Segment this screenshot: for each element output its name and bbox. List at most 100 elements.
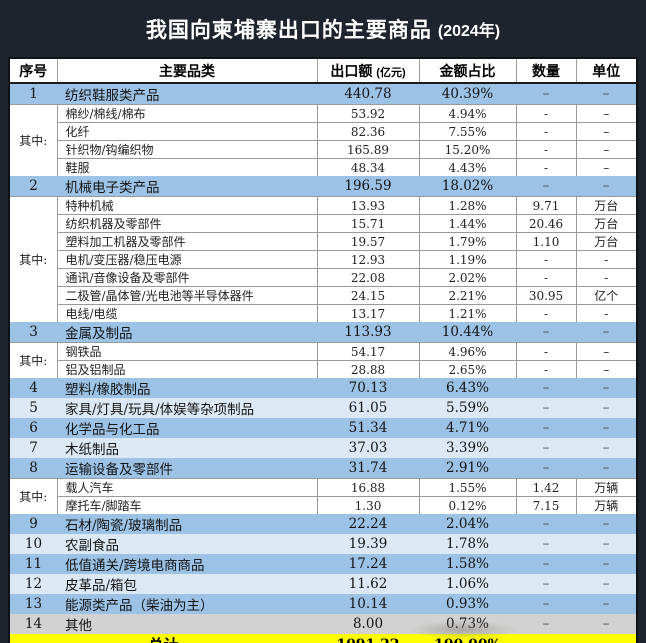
cell-share: 1.55% [419,478,517,497]
col-header-category: 主要品类 [57,58,318,84]
cell-amount: 61.05 [317,398,419,418]
cell-category-name: 皮革品/箱包 [57,574,317,594]
cell-qty: - [516,104,577,123]
sub-item-row: 其中: 载人汽车 16.88 1.55% 1.42 万辆 [9,478,637,514]
cell-category-name: 电机/变压器/稳压电源 [57,250,318,269]
cell-qty: – [516,438,576,458]
cell-qty: – [516,83,576,105]
cell-share: 1.19% [419,250,517,269]
cell-unit: – [576,634,637,643]
cell-share: 1.58% [419,554,516,574]
cell-category-name: 铝及铝制品 [57,360,318,378]
sub-item-row: 通讯/音像设备及零部件 22.08 2.02% - - [9,268,637,287]
cell-qty: – [516,574,576,594]
cell-qty: 9.71 [516,196,577,215]
export-data-table: 序号 主要品类 出口额 (亿元) 金额占比 数量 单位 1 纺织鞋服类产品 440.… [8,57,638,643]
col-header-share: 金额占比 [419,58,517,84]
cell-share: 2.91% [419,458,516,479]
cell-index: 8 [9,458,57,479]
cell-amount: 1091.22 [317,634,419,643]
cell-share: 5.59% [419,398,516,418]
cell-category-name: 化纤 [57,122,318,141]
category-row: 3 金属及制品 113.93 10.44% – – [9,322,637,343]
cell-share: 2.65% [419,360,517,378]
cell-unit: 万台 [576,196,637,215]
cell-qty: – [516,322,576,343]
cell-unit: – [576,594,637,614]
cell-category-name: 鞋服 [57,158,318,176]
cell-unit: - [576,268,637,287]
cell-qty: - [516,122,577,141]
cell-qty: – [516,458,576,479]
cell-qty: – [516,554,576,574]
cell-qty: – [516,378,576,398]
cell-category-name: 木纸制品 [57,438,317,458]
table-container: 序号 主要品类 出口额 (亿元) 金额占比 数量 单位 1 纺织鞋服类产品 440.… [8,57,638,643]
cell-share: 0.93% [419,594,516,614]
cell-unit: – [576,360,637,378]
cell-share: 15.20% [419,140,517,159]
cell-amount: 113.93 [317,322,419,343]
cell-share: 1.78% [419,534,516,554]
cell-share: 0.12% [419,496,517,514]
cell-index: 2 [9,176,57,197]
cell-amount: 54.17 [317,342,420,361]
cell-group-label: 其中: [9,478,58,514]
cell-category-name: 化学品与化工品 [57,418,317,438]
cell-unit: – [576,458,637,479]
col-header-qty: 数量 [516,58,577,84]
cell-qty: - [516,268,577,287]
cell-amount: 440.78 [317,83,419,105]
sub-item-row: 鞋服 48.34 4.43% - – [9,158,637,176]
cell-index: 13 [9,594,57,614]
cell-qty: – [516,514,576,534]
cell-unit: – [576,438,637,458]
cell-amount: 82.36 [317,122,420,141]
cell-amount: 53.92 [317,104,420,123]
cell-amount: 31.74 [317,458,419,479]
cell-amount: 51.34 [317,418,419,438]
cell-qty: 30.95 [516,286,577,305]
col-header-amount-label: 出口额 [330,62,373,79]
cell-qty: 20.46 [516,214,577,233]
cell-amount: 16.88 [317,478,420,497]
cell-qty: – [516,614,576,634]
category-row: 1 纺织鞋服类产品 440.78 40.39% – – [9,83,637,105]
cell-category-name: 家具/灯具/玩具/体娱等杂项制品 [57,398,317,418]
cell-category-name: 运输设备及零部件 [57,458,317,479]
cell-share: 2.21% [419,286,517,305]
cell-unit: – [576,104,637,123]
sub-item-row: 电线/电缆 13.17 1.21% - - [9,304,637,322]
cell-index: 12 [9,574,57,594]
cell-index: 11 [9,554,57,574]
cell-category-name: 载人汽车 [57,478,318,497]
category-row: 8 运输设备及零部件 31.74 2.91% – – [9,458,637,479]
sub-item-row: 摩托车/脚踏车 1.30 0.12% 7.15 万辆 [9,496,637,514]
cell-category-name: 特种机械 [57,196,318,215]
col-header-amount: 出口额 (亿元) [317,58,420,84]
cell-qty: - [516,360,577,378]
cell-unit: 万台 [576,232,637,251]
cell-amount: 19.57 [317,232,420,251]
cell-category-name: 塑料/橡胶制品 [57,378,317,398]
cell-amount: 19.39 [317,534,419,554]
category-row: 10 农副食品 19.39 1.78% – – [9,534,637,554]
cell-unit: - [576,250,637,269]
cell-amount: 22.08 [317,268,420,287]
total-row: 总计1091.22100.00%–– [9,634,637,643]
cell-group-label: 其中: [9,196,58,322]
category-row: 5 家具/灯具/玩具/体娱等杂项制品 61.05 5.59% – – [9,398,637,418]
cell-qty: - [516,342,577,361]
cell-amount: 15.71 [317,214,420,233]
cell-unit: – [576,534,637,554]
cell-share: 1.21% [419,304,517,322]
cell-share: 100.00% [419,634,516,643]
cell-share: 4.96% [419,342,517,361]
page-title: 我国向柬埔寨出口的主要商品 [145,18,432,42]
cell-index: 9 [9,514,57,534]
cell-amount: 17.24 [317,554,419,574]
cell-share: 2.04% [419,514,516,534]
cell-unit: – [576,514,637,534]
cell-qty: - [516,250,577,269]
cell-category-name: 石材/陶瓷/玻璃制品 [57,514,317,534]
